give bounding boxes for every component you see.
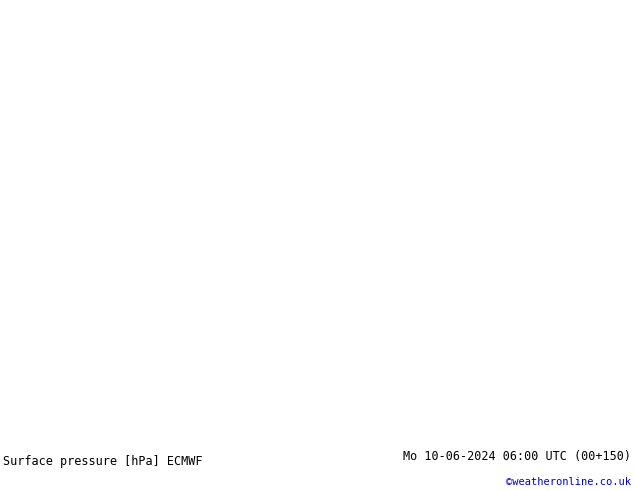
Text: Mo 10-06-2024 06:00 UTC (00+150): Mo 10-06-2024 06:00 UTC (00+150)	[403, 450, 631, 463]
Text: Surface pressure [hPa] ECMWF: Surface pressure [hPa] ECMWF	[3, 455, 203, 467]
Text: ©weatheronline.co.uk: ©weatheronline.co.uk	[506, 477, 631, 487]
